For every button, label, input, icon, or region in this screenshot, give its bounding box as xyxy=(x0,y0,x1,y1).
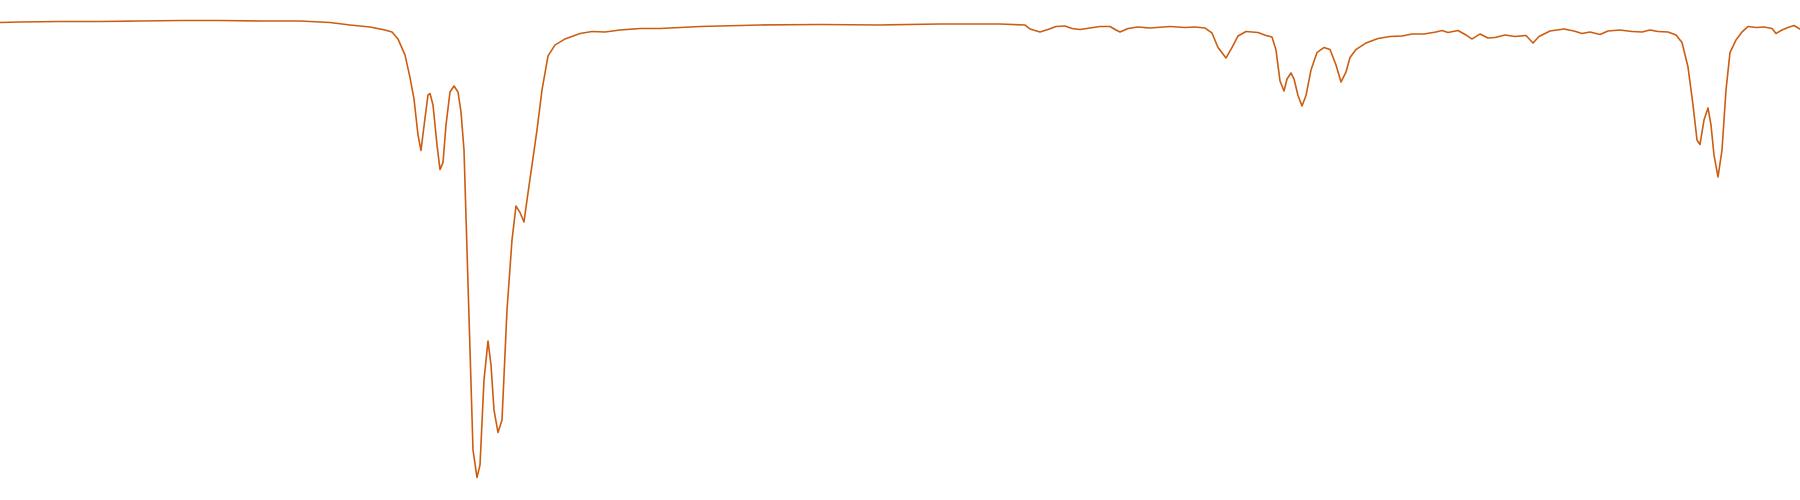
series-line-0 xyxy=(0,19,1800,479)
series-layer xyxy=(0,19,1800,479)
